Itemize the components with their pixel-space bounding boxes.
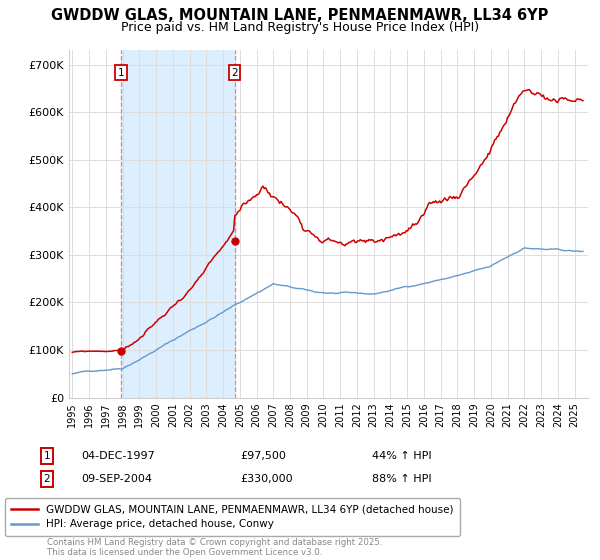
Text: 1: 1 (118, 68, 125, 78)
Text: 88% ↑ HPI: 88% ↑ HPI (372, 474, 431, 484)
Text: 1: 1 (43, 451, 50, 461)
Text: £330,000: £330,000 (240, 474, 293, 484)
Text: 04-DEC-1997: 04-DEC-1997 (81, 451, 155, 461)
Text: GWDDW GLAS, MOUNTAIN LANE, PENMAENMAWR, LL34 6YP: GWDDW GLAS, MOUNTAIN LANE, PENMAENMAWR, … (52, 8, 548, 24)
Text: £97,500: £97,500 (240, 451, 286, 461)
Text: Price paid vs. HM Land Registry's House Price Index (HPI): Price paid vs. HM Land Registry's House … (121, 21, 479, 34)
Text: 09-SEP-2004: 09-SEP-2004 (81, 474, 152, 484)
Text: 44% ↑ HPI: 44% ↑ HPI (372, 451, 431, 461)
Text: 2: 2 (231, 68, 238, 78)
Text: 2: 2 (43, 474, 50, 484)
Bar (121, 50, 235, 398)
Text: Contains HM Land Registry data © Crown copyright and database right 2025.
This d: Contains HM Land Registry data © Crown c… (47, 538, 382, 557)
Legend: GWDDW GLAS, MOUNTAIN LANE, PENMAENMAWR, LL34 6YP (detached house), HPI: Average : GWDDW GLAS, MOUNTAIN LANE, PENMAENMAWR, … (5, 498, 460, 536)
